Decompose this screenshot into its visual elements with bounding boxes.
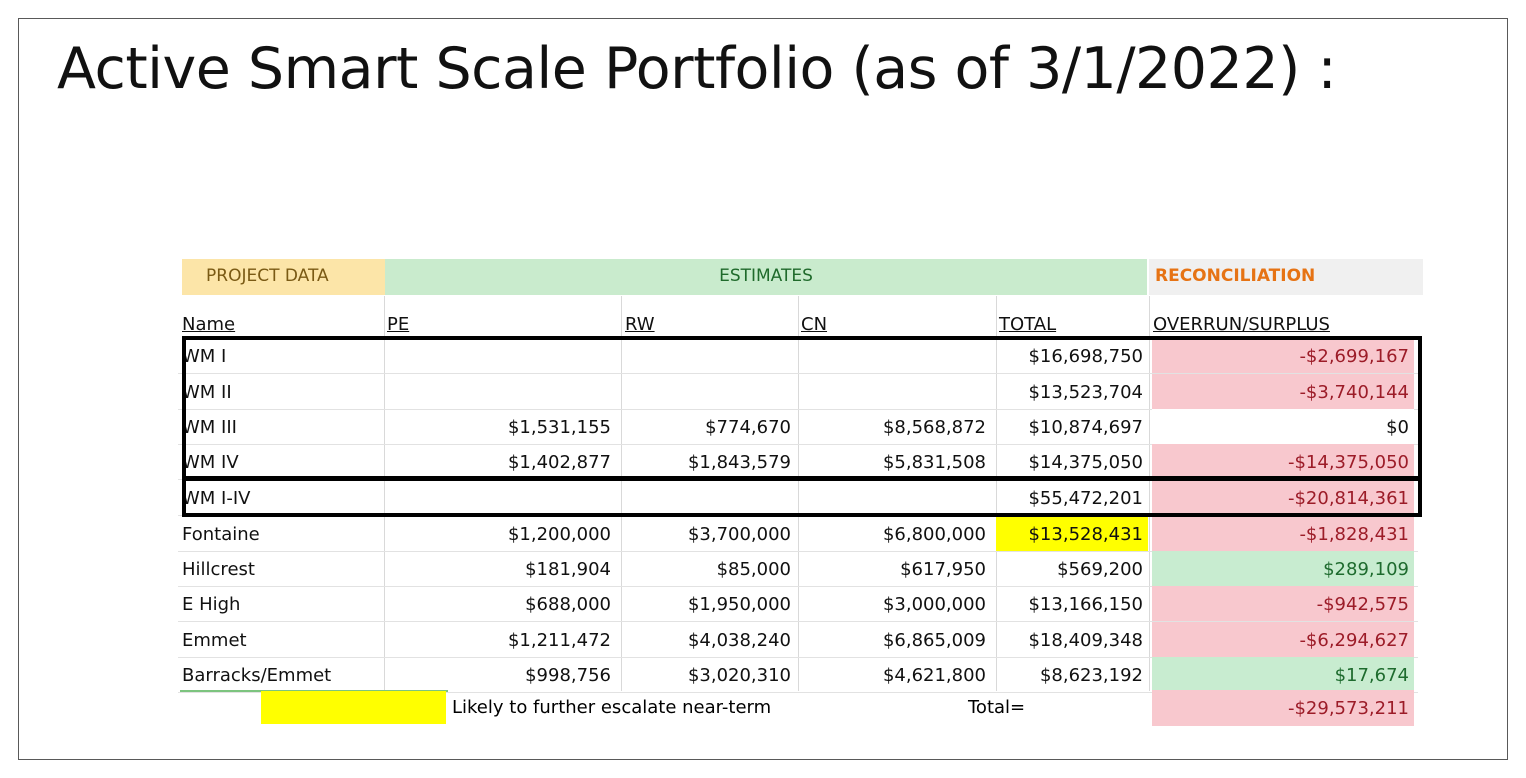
cell-cn: $6,865,009	[882, 630, 986, 651]
cell-pe: $1,200,000	[507, 524, 611, 545]
table-row: Emmet $1,211,472 $4,038,240 $6,865,009 $18,4…	[178, 622, 1423, 658]
cell-name: WM I-IV	[182, 488, 251, 509]
column-divider	[384, 296, 385, 691]
row-divider	[178, 409, 1418, 410]
cell-overrun: $289,109	[1152, 551, 1414, 587]
row-divider	[178, 586, 1418, 587]
cell-name: WM IV	[182, 452, 239, 473]
header-project-data: PROJECT DATA	[182, 259, 387, 295]
cell-name: Barracks/Emmet	[182, 665, 332, 686]
table-row: Fontaine $1,200,000 $3,700,000 $6,800,000 $1…	[178, 516, 1423, 552]
row-divider	[178, 551, 1418, 552]
cell-name: Emmet	[182, 630, 247, 651]
table-row: Barracks/Emmet $998,756 $3,020,310 $4,621,8…	[178, 657, 1423, 693]
cell-name: Hillcrest	[182, 559, 255, 580]
cell-name: WM III	[182, 417, 237, 438]
cell-total: $569,200	[1057, 559, 1143, 580]
cell-name: E High	[182, 594, 241, 615]
cell-overrun: -$6,294,627	[1152, 622, 1414, 658]
header-reconciliation: RECONCILIATION	[1149, 259, 1423, 295]
row-divider	[178, 621, 1418, 622]
slide-frame	[18, 18, 1508, 760]
wm-total-outline	[182, 477, 1422, 517]
cell-total: $16,698,750	[1028, 346, 1143, 367]
cell-total: $55,472,201	[1028, 488, 1143, 509]
cell-pe: $181,904	[525, 559, 611, 580]
cell-rw: $3,700,000	[687, 524, 791, 545]
cell-total: $14,375,050	[1028, 452, 1143, 473]
row-divider	[178, 657, 1418, 658]
cell-pe: $998,756	[525, 665, 611, 686]
cell-total: $18,409,348	[1028, 630, 1143, 651]
row-divider	[178, 373, 1418, 374]
cell-rw: $85,000	[716, 559, 791, 580]
cell-pe: $1,211,472	[507, 630, 611, 651]
table-row: WM III $1,531,155 $774,670 $8,568,872 $10,87…	[178, 409, 1423, 445]
cell-total: $8,623,192	[1039, 665, 1143, 686]
row-divider	[178, 692, 1418, 693]
cell-total: $10,874,697	[1028, 417, 1143, 438]
cell-name: WM II	[182, 382, 232, 403]
legend-yellow-swatch	[261, 691, 446, 724]
cell-name: Fontaine	[182, 524, 260, 545]
cell-total: $13,528,431	[996, 516, 1148, 552]
cell-overrun: -$2,699,167	[1152, 338, 1414, 374]
cell-cn: $617,950	[900, 559, 986, 580]
column-header-rw: RW	[625, 314, 655, 335]
column-header-name: Name	[182, 314, 236, 335]
column-divider	[621, 296, 622, 691]
grand-total-value: -$29,573,211	[1152, 690, 1414, 726]
column-divider	[1149, 296, 1150, 691]
slide-title: Active Smart Scale Portfolio (as of 3/1/…	[57, 36, 1337, 102]
cell-total: $13,523,704	[1028, 382, 1143, 403]
cell-rw: $3,020,310	[687, 665, 791, 686]
row-divider	[178, 444, 1418, 445]
cell-overrun: -$942,575	[1152, 586, 1414, 622]
cell-cn: $6,800,000	[882, 524, 986, 545]
column-header-pe: PE	[387, 314, 410, 335]
cell-overrun: $0	[1152, 409, 1414, 445]
table-row: WM I $16,698,750 -$2,699,167	[178, 338, 1423, 374]
cell-overrun: -$20,814,361	[1152, 480, 1414, 516]
portfolio-table: PROJECT DATA ESTIMATES RECONCILIATION Na…	[178, 258, 1423, 728]
column-divider	[996, 296, 997, 691]
cell-overrun: -$1,828,431	[1152, 516, 1414, 552]
table-row: WM II $13,523,704 -$3,740,144	[178, 374, 1423, 410]
cell-overrun: -$3,740,144	[1152, 374, 1414, 410]
table-row: E High $688,000 $1,950,000 $3,000,000 $13,16…	[178, 586, 1423, 622]
cell-total: $13,166,150	[1028, 594, 1143, 615]
header-estimates: ESTIMATES	[385, 259, 1147, 295]
column-header-total: TOTAL	[999, 314, 1057, 335]
cell-overrun: -$14,375,050	[1152, 444, 1414, 480]
cell-pe: $1,531,155	[507, 417, 611, 438]
table-row: Hillcrest $181,904 $85,000 $617,950 $569,200…	[178, 551, 1423, 587]
cell-rw: $1,950,000	[687, 594, 791, 615]
cell-rw: $4,038,240	[687, 630, 791, 651]
cell-pe: $688,000	[525, 594, 611, 615]
cell-pe: $1,402,877	[507, 452, 611, 473]
cell-cn: $8,568,872	[882, 417, 986, 438]
wm-group-outline	[182, 336, 1422, 480]
cell-cn: $3,000,000	[882, 594, 986, 615]
column-header-overrun: OVERRUN/SURPLUS	[1153, 314, 1330, 335]
legend-text: Likely to further escalate near-term	[452, 697, 772, 718]
column-divider	[798, 296, 799, 691]
cell-overrun: $17,674	[1152, 657, 1414, 693]
column-header-cn: CN	[801, 314, 828, 335]
cell-rw: $774,670	[705, 417, 791, 438]
grand-total-label: Total=	[968, 697, 1026, 718]
cell-cn: $5,831,508	[882, 452, 986, 473]
cell-name: WM I	[182, 346, 227, 367]
cell-cn: $4,621,800	[882, 665, 986, 686]
cell-rw: $1,843,579	[687, 452, 791, 473]
